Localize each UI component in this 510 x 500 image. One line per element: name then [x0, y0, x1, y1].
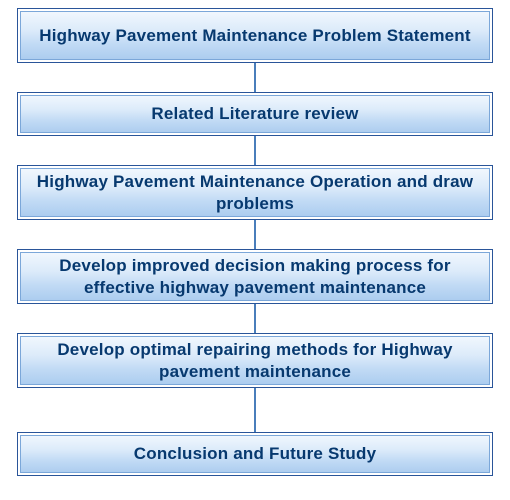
flowchart-node: Conclusion and Future Study	[17, 432, 493, 476]
node-label: Develop improved decision making process…	[28, 255, 482, 298]
node-label: Develop optimal repairing methods for Hi…	[28, 339, 482, 382]
node-label: Conclusion and Future Study	[134, 443, 376, 464]
flowchart-node: Related Literature review	[17, 92, 493, 136]
connector	[254, 388, 256, 432]
node-label: Highway Pavement Maintenance Operation a…	[28, 171, 482, 214]
flowchart-canvas: Highway Pavement Maintenance Problem Sta…	[0, 0, 510, 500]
connector	[254, 220, 256, 249]
connector	[254, 136, 256, 165]
flowchart-node: Develop improved decision making process…	[17, 249, 493, 304]
flowchart-node: Highway Pavement Maintenance Operation a…	[17, 165, 493, 220]
connector	[254, 304, 256, 333]
node-label: Related Literature review	[151, 103, 358, 124]
node-label: Highway Pavement Maintenance Problem Sta…	[39, 25, 471, 46]
connector	[254, 63, 256, 92]
flowchart-node: Highway Pavement Maintenance Problem Sta…	[17, 8, 493, 63]
flowchart-node: Develop optimal repairing methods for Hi…	[17, 333, 493, 388]
